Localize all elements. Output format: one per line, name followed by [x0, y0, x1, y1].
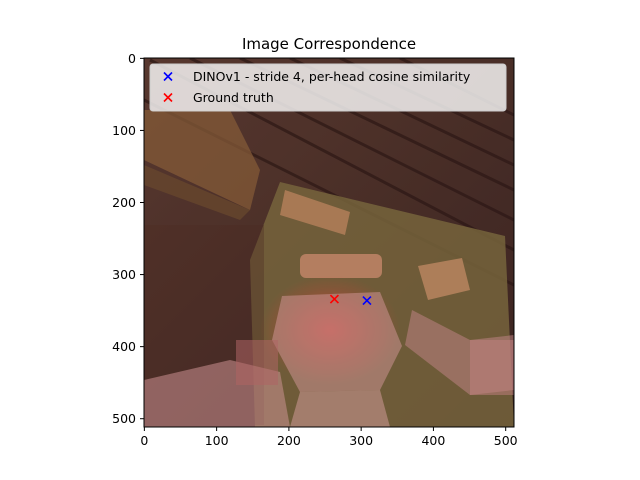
- x-tick-label: 0: [140, 433, 148, 448]
- legend-label-dino: DINOv1 - stride 4, per-head cosine simil…: [193, 69, 471, 84]
- chart-title: Image Correspondence: [242, 35, 416, 53]
- y-axis: 0 100 200 300 400 500: [112, 51, 144, 426]
- x-tick-label: 200: [277, 433, 301, 448]
- y-tick-label: 400: [112, 339, 136, 354]
- y-tick-label: 500: [112, 411, 136, 426]
- x-tick-label: 300: [349, 433, 373, 448]
- x-tick-label: 100: [205, 433, 229, 448]
- y-tick-label: 100: [112, 123, 136, 138]
- ground-truth-marker: [329, 294, 339, 304]
- x-tick-label: 400: [421, 433, 445, 448]
- legend-marker-ground-truth: [163, 92, 173, 103]
- legend-box: [149, 63, 507, 112]
- correspondence-image: [144, 58, 514, 427]
- prediction-marker: [362, 295, 372, 306]
- axes-frame: [143, 57, 515, 428]
- y-tick-label: 0: [128, 51, 136, 66]
- legend: DINOv1 - stride 4, per-head cosine simil…: [149, 63, 507, 112]
- legend-marker-dino: [163, 71, 173, 82]
- markers-layer: [329, 294, 372, 306]
- y-tick-label: 200: [112, 195, 136, 210]
- legend-label-ground-truth: Ground truth: [193, 90, 274, 105]
- x-axis: 0 100 200 300 400 500: [140, 427, 518, 448]
- x-tick-label: 500: [494, 433, 518, 448]
- y-tick-label: 300: [112, 267, 136, 282]
